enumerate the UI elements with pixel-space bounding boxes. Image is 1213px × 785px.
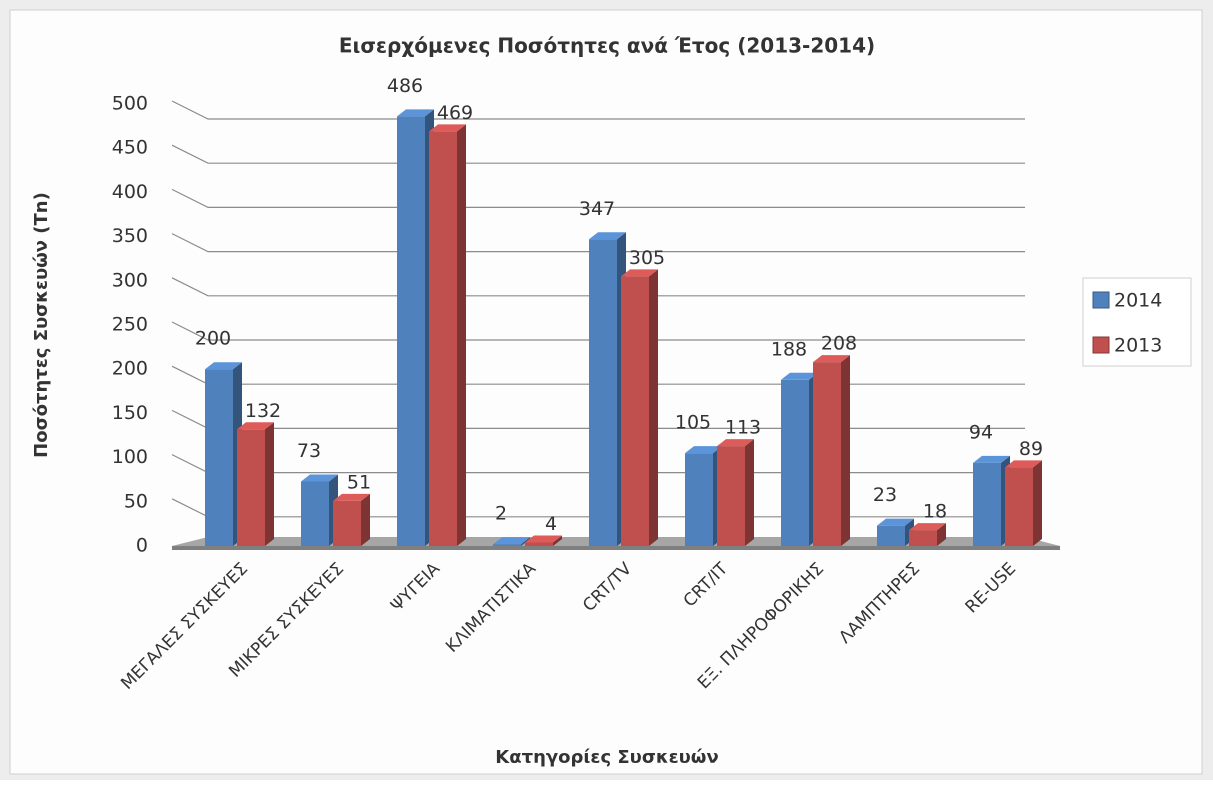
data-label: 347 [579,198,615,220]
bar-side [553,535,562,546]
bar [301,481,329,546]
data-label: 132 [245,400,281,422]
data-label: 4 [545,513,557,535]
y-tick-label: 200 [112,358,148,380]
bar [397,116,425,546]
bar-side [361,493,370,546]
legend-swatch [1092,291,1110,309]
floor-front [172,546,1060,550]
data-label: 113 [725,417,761,439]
bar-top [237,422,274,430]
bar-top [397,109,434,117]
data-label: 23 [873,484,897,506]
y-tick-label: 150 [112,402,148,424]
y-tick-label: 50 [124,490,148,512]
bar [1005,467,1033,546]
y-tick-label: 400 [112,181,148,203]
y-tick-label: 450 [112,137,148,159]
bar [493,544,521,546]
grid-line [171,188,1025,208]
bar-side [457,124,466,547]
bar-top [493,537,530,545]
bar-side [1033,460,1042,546]
y-tick-label: 0 [136,535,148,557]
bar-top [205,362,242,370]
bar-top [525,535,562,543]
y-tick-label: 100 [112,446,148,468]
legend-label: 2014 [1114,290,1162,312]
bar-side [937,523,946,546]
bar [909,530,937,546]
data-label: 305 [629,247,665,269]
bar [525,542,553,546]
bar-side [521,537,530,546]
bar [621,276,649,546]
grid-line [171,100,1025,120]
bar-top [589,232,626,240]
bar-top [717,439,754,447]
bar [429,131,457,547]
bar [237,429,265,546]
bar [877,525,905,546]
bar-side [649,269,658,546]
bar-top [621,269,658,277]
grid-line [171,277,1025,297]
grid-line [171,233,1025,253]
bar-top [301,474,338,482]
data-label: 469 [437,102,473,124]
data-label: 51 [347,471,371,493]
bar [973,462,1001,546]
y-axis-title: Ποσότητες Συσκευών (Τn) [31,192,52,458]
bar-top [685,446,722,454]
bar [589,239,617,546]
bar [205,369,233,546]
data-label: 486 [387,75,423,97]
grid-line [171,144,1025,164]
data-label: 105 [675,412,711,434]
data-label: 2 [495,503,507,525]
chart-title: Εισερχόμενες Ποσότητες ανά Έτος (2013-20… [339,34,875,58]
legend-label: 2013 [1114,335,1162,357]
bar-top [877,518,914,526]
bar [781,379,809,546]
bar [813,362,841,546]
data-label: 89 [1019,438,1043,460]
bar [685,453,713,546]
y-tick-label: 300 [112,269,148,291]
data-label: 94 [969,421,993,443]
bar-top [973,455,1010,463]
bar-top [813,355,850,363]
bar-side [841,355,850,546]
data-label: 73 [297,440,321,462]
x-axis-title: Κατηγορίες Συσκευών [495,747,718,768]
y-tick-label: 250 [112,314,148,336]
grid-line [171,321,1025,341]
y-tick-label: 500 [112,93,148,115]
bar [333,500,361,546]
bar-top [333,493,370,501]
data-label: 18 [923,501,947,523]
bar-side [265,422,274,546]
bar-top [1005,460,1042,468]
bar-top [781,372,818,380]
data-label: 208 [821,333,857,355]
data-label: 200 [195,328,231,350]
bar-side [745,439,754,546]
bar-top [909,523,946,531]
bar [717,446,745,546]
legend-swatch [1092,336,1110,354]
data-label: 188 [771,338,807,360]
y-tick-label: 350 [112,225,148,247]
bar-top [429,124,466,132]
